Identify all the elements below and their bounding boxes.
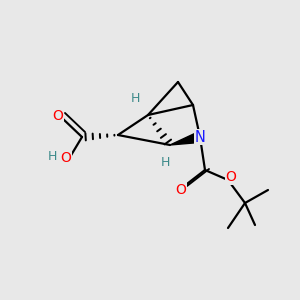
Text: H: H — [47, 151, 57, 164]
Polygon shape — [170, 132, 201, 145]
Text: O: O — [176, 183, 186, 197]
Text: O: O — [52, 109, 63, 123]
Text: O: O — [226, 170, 236, 184]
Text: O: O — [61, 151, 71, 165]
Text: H: H — [130, 92, 140, 104]
Text: N: N — [195, 130, 206, 145]
Text: H: H — [160, 157, 170, 169]
